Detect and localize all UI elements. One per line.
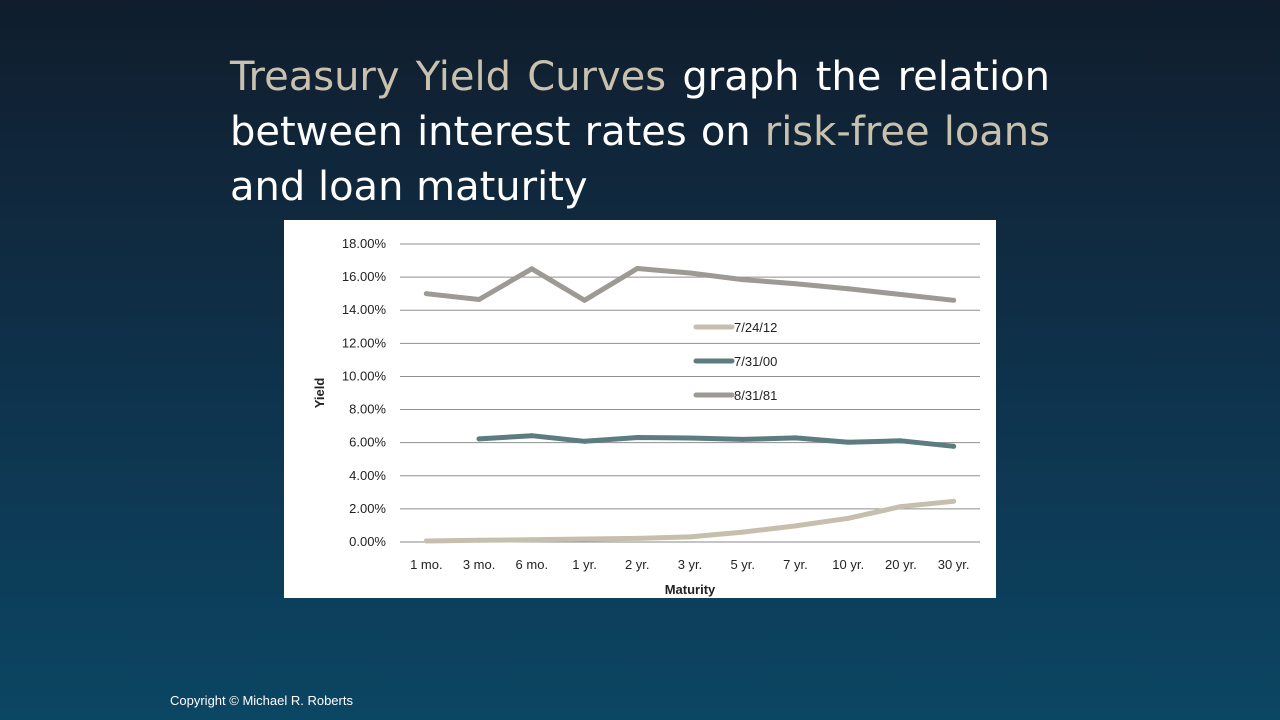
data-point <box>476 296 482 302</box>
x-tick-label: 6 mo. <box>516 557 549 572</box>
x-tick-label: 30 yr. <box>938 557 970 572</box>
data-point <box>845 286 851 292</box>
y-tick-label: 16.00% <box>342 269 387 284</box>
copyright-notice: Copyright © Michael R. Roberts <box>170 693 353 708</box>
x-tick-label: 20 yr. <box>885 557 917 572</box>
data-point <box>740 277 746 283</box>
data-point <box>951 498 957 504</box>
slide-title: Treasury Yield Curves graph the relation… <box>230 50 1050 215</box>
data-point <box>792 281 798 287</box>
data-point <box>582 297 588 303</box>
legend-label: 7/31/00 <box>734 354 777 369</box>
y-tick-label: 14.00% <box>342 302 387 317</box>
data-point <box>898 438 904 444</box>
x-tick-label: 3 yr. <box>678 557 703 572</box>
title-text: and loan maturity <box>230 164 588 210</box>
data-point <box>529 537 535 543</box>
y-tick-label: 4.00% <box>349 468 386 483</box>
data-point <box>740 529 746 535</box>
data-point <box>845 439 851 445</box>
data-point <box>951 443 957 449</box>
y-tick-label: 0.00% <box>349 534 386 549</box>
y-tick-label: 2.00% <box>349 501 386 516</box>
data-point <box>898 291 904 297</box>
data-point <box>898 504 904 510</box>
x-tick-label: 2 yr. <box>625 557 650 572</box>
y-tick-label: 8.00% <box>349 402 386 417</box>
data-point <box>792 435 798 441</box>
data-point <box>582 438 588 444</box>
data-point <box>845 515 851 521</box>
y-tick-label: 6.00% <box>349 435 386 450</box>
title-highlight: risk-free loans <box>764 109 1051 155</box>
x-tick-label: 1 mo. <box>410 557 443 572</box>
title-text: graph the relation between interest rate… <box>230 54 1051 155</box>
data-point <box>634 435 640 441</box>
legend-label: 7/24/12 <box>734 320 777 335</box>
x-axis-title: Maturity <box>665 582 716 597</box>
x-tick-label: 5 yr. <box>730 557 755 572</box>
data-point <box>634 266 640 272</box>
data-point <box>423 538 429 544</box>
legend-label: 8/31/81 <box>734 388 777 403</box>
data-point <box>529 266 535 272</box>
data-point <box>476 537 482 543</box>
data-point <box>582 536 588 542</box>
data-point <box>476 436 482 442</box>
data-point <box>634 535 640 541</box>
data-point <box>687 270 693 276</box>
x-tick-label: 10 yr. <box>832 557 864 572</box>
data-point <box>792 523 798 529</box>
y-tick-label: 12.00% <box>342 335 387 350</box>
x-tick-label: 1 yr. <box>572 557 597 572</box>
y-tick-label: 18.00% <box>342 236 387 251</box>
data-point <box>423 291 429 297</box>
x-tick-label: 7 yr. <box>783 557 808 572</box>
data-point <box>687 534 693 540</box>
data-point <box>687 435 693 441</box>
y-tick-label: 10.00% <box>342 368 387 383</box>
data-point <box>740 436 746 442</box>
y-axis-title: Yield <box>312 378 327 409</box>
series-line-1 <box>476 433 957 449</box>
chart-svg: 0.00% 2.00% 4.00% 6.00% 8.00% 10.00% 12.00% 14.… <box>312 236 980 597</box>
data-point <box>951 297 957 303</box>
x-tick-label: 3 mo. <box>463 557 496 572</box>
data-point <box>529 433 535 439</box>
yield-curve-chart: 0.00% 2.00% 4.00% 6.00% 8.00% 10.00% 12.00% 14.… <box>284 220 996 598</box>
title-highlight: Treasury Yield Curves <box>230 54 667 100</box>
